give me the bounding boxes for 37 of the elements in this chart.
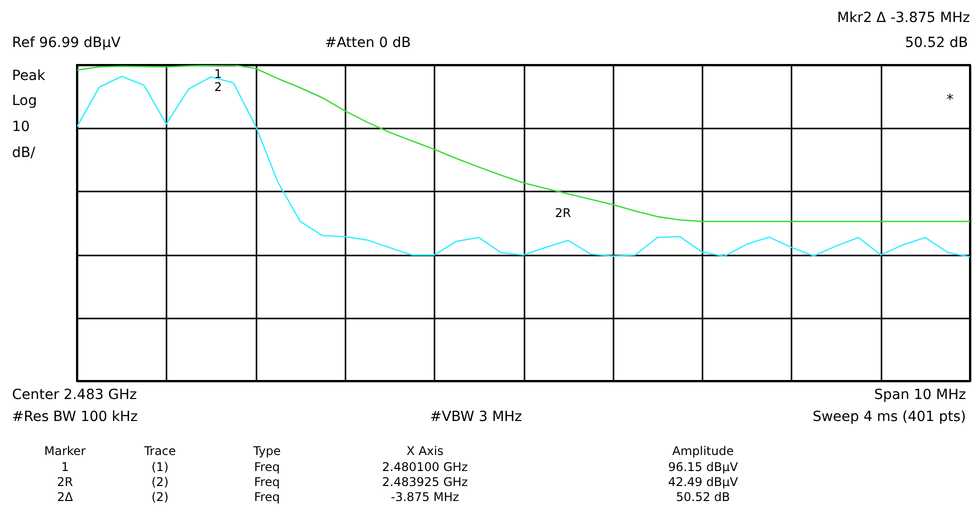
text: Amplitude — [672, 444, 734, 458]
annotation: 2 — [214, 80, 222, 94]
text: 2Δ — [57, 490, 74, 504]
text: 10 — [12, 119, 30, 135]
text: Ref 96.99 dBµV — [12, 35, 122, 51]
annotation: 1 — [214, 67, 222, 81]
text: 2R — [57, 475, 73, 489]
text: Log — [12, 93, 38, 109]
text: #Res BW 100 kHz — [12, 409, 138, 425]
text: 1 — [61, 460, 69, 474]
text: 2.480100 GHz — [382, 460, 468, 474]
text: Freq — [254, 460, 280, 474]
text: 50.52 dB — [904, 35, 968, 51]
text: Sweep 4 ms (401 pts) — [812, 409, 966, 425]
text: Marker — [44, 444, 86, 458]
text: Span 10 MHz — [874, 387, 966, 403]
text: #Atten 0 dB — [325, 35, 411, 51]
annotation: * — [946, 92, 954, 108]
text: dB/ — [12, 145, 36, 161]
text: Type — [252, 444, 281, 458]
text: -3.875 MHz — [390, 490, 460, 504]
annotation: 2R — [555, 206, 571, 220]
text: X Axis — [406, 444, 444, 458]
text: 50.52 dB — [676, 490, 730, 504]
text: Peak — [12, 68, 46, 84]
text: 2.483925 GHz — [382, 475, 468, 489]
text: #VBW 3 MHz — [430, 409, 522, 425]
text: 96.15 dBµV — [668, 460, 739, 474]
text: (2) — [152, 490, 168, 504]
text: Freq — [254, 490, 280, 504]
text: 42.49 dBµV — [668, 475, 739, 489]
text: Mkr2 Δ -3.875 MHz — [837, 10, 970, 26]
text: Center 2.483 GHz — [12, 387, 137, 403]
text: (1) — [152, 460, 168, 474]
text: Trace — [143, 444, 176, 458]
text: (2) — [152, 475, 168, 489]
text: Freq — [254, 475, 280, 489]
